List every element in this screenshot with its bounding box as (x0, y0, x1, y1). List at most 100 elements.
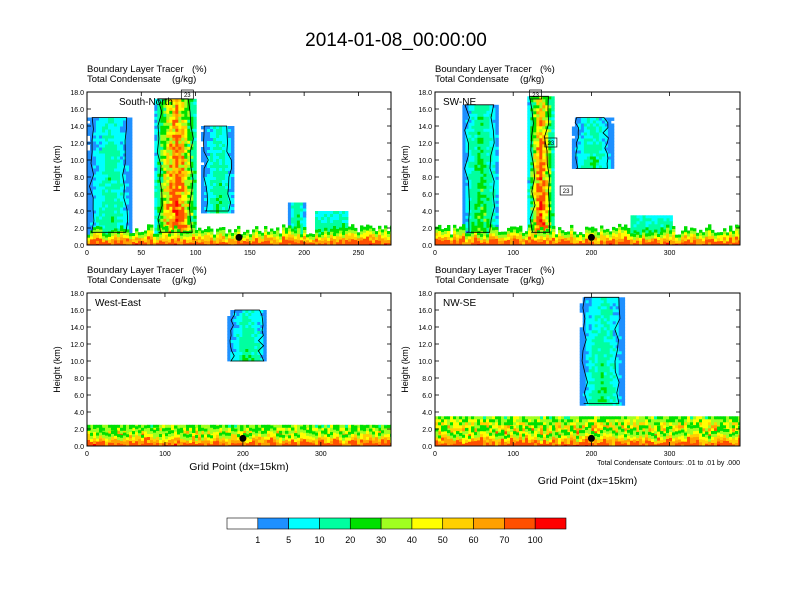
section-label: SW-NE (443, 97, 476, 108)
box-label-frame (559, 185, 573, 196)
y-tick-label: 16.0 (70, 308, 84, 315)
colorbar-label: 1 (255, 535, 260, 545)
contour-2 (529, 95, 551, 233)
y-tick-label: 18.0 (418, 90, 432, 97)
y-tick-label: 14.0 (70, 124, 84, 131)
contour-1 (229, 309, 265, 362)
header-field1-units: (%) (540, 64, 555, 75)
y-tick-label: 0.0 (422, 243, 432, 250)
y-tick-label: 0.0 (74, 243, 84, 250)
x-tick-label: 0 (433, 250, 437, 257)
colorbar-swatch (257, 517, 289, 530)
contour-2 (156, 98, 194, 233)
condensate-contours (89, 98, 232, 233)
y-tick-label: 2.0 (74, 427, 84, 434)
x-tick-label: 0 (85, 250, 89, 257)
header-field1: Boundary Layer Tracer (87, 265, 184, 276)
y-tick-label: 10.0 (70, 359, 84, 366)
x-tick-label: 300 (664, 451, 676, 458)
header-field2: Total Condensate (435, 275, 509, 286)
y-axis-label: Height (km) (400, 346, 410, 393)
section-label: South-North (119, 97, 173, 108)
header-field2: Total Condensate (87, 275, 161, 286)
condensate-contours (581, 296, 621, 404)
colorbar-label: 5 (286, 535, 291, 545)
header-field2: Total Condensate (435, 74, 509, 85)
x-tick-label: 250 (353, 250, 365, 257)
contour-1 (581, 296, 621, 404)
x-tick-label: 50 (137, 250, 145, 257)
shaded-field (87, 98, 391, 245)
colorbar-label: 30 (376, 535, 386, 545)
panel-south-north: Boundary Layer Tracer (%) Total Condensate… (52, 64, 392, 257)
location-marker (235, 233, 243, 241)
header-field1-units: (%) (192, 265, 207, 276)
shaded-field (87, 309, 391, 446)
condensate-contours (464, 95, 609, 233)
colorbar-label: 100 (528, 535, 543, 545)
y-tick-label: 2.0 (422, 226, 432, 233)
x-tick-label: 100 (159, 451, 171, 458)
colorbar-swatch (288, 517, 320, 530)
x-tick-label: 300 (315, 451, 327, 458)
x-axis-label: Grid Point (dx=15km) (538, 475, 638, 487)
location-marker (587, 233, 595, 241)
colorbar-swatch (504, 517, 536, 530)
x-tick-label: 100 (190, 250, 202, 257)
colorbar-swatch (473, 517, 505, 530)
y-axis-label: Height (km) (400, 145, 410, 192)
contour-1 (464, 104, 495, 233)
header-field2-units: (g/kg) (172, 275, 196, 286)
header-field1-units: (%) (192, 64, 207, 75)
y-tick-label: 2.0 (74, 226, 84, 233)
y-tick-label: 6.0 (74, 192, 84, 199)
x-tick-label: 0 (85, 451, 89, 458)
colorbar-label: 10 (314, 535, 324, 545)
y-tick-label: 6.0 (74, 393, 84, 400)
box-label-frame (529, 89, 543, 100)
header-field2-units: (g/kg) (520, 275, 544, 286)
shaded-field (435, 296, 740, 446)
box-label: 23 (532, 93, 539, 99)
x-tick-label: 300 (664, 250, 676, 257)
y-axis-label: Height (km) (52, 346, 62, 393)
x-tick-label: 0 (433, 451, 437, 458)
y-tick-label: 14.0 (70, 325, 84, 332)
panel-sw-ne: Boundary Layer Tracer (%) Total Condensate… (400, 64, 741, 257)
y-tick-label: 6.0 (422, 393, 432, 400)
y-tick-label: 12.0 (418, 141, 432, 148)
shaded-field (435, 95, 740, 245)
plume-3 (201, 126, 235, 214)
colorbar-swatch (319, 517, 351, 530)
contour-3 (574, 117, 609, 169)
y-tick-label: 4.0 (74, 410, 84, 417)
colorbar-label: 20 (345, 535, 355, 545)
x-tick-label: 100 (507, 250, 519, 257)
x-tick-label: 100 (507, 451, 519, 458)
location-marker (239, 434, 247, 442)
colorbar-label: 50 (438, 535, 448, 545)
y-tick-label: 8.0 (422, 376, 432, 383)
header-field2-units: (g/kg) (520, 74, 544, 85)
colorbar-swatch (442, 517, 474, 530)
y-tick-label: 8.0 (422, 175, 432, 182)
box-label-frame (180, 89, 194, 100)
y-tick-label: 4.0 (422, 209, 432, 216)
header-field1: Boundary Layer Tracer (435, 265, 532, 276)
y-tick-label: 8.0 (74, 376, 84, 383)
y-tick-label: 14.0 (418, 124, 432, 131)
box-label: 23 (563, 189, 570, 195)
header-field1: Boundary Layer Tracer (87, 64, 184, 75)
colorbar-swatch (226, 517, 259, 530)
box-label: 23 (184, 93, 191, 99)
y-tick-label: 16.0 (418, 107, 432, 114)
contour-note: Total Condensate Contours: .01 to .01 by… (597, 460, 740, 467)
section-label: West-East (95, 298, 141, 309)
panel-west-east: Boundary Layer Tracer (%) Total Condensate… (52, 265, 392, 473)
y-tick-label: 12.0 (70, 141, 84, 148)
colorbar-swatch (534, 517, 567, 530)
colorbar-label: 60 (469, 535, 479, 545)
x-tick-label: 200 (298, 250, 310, 257)
box-label-frame (544, 137, 558, 148)
plot-frame (434, 292, 741, 447)
